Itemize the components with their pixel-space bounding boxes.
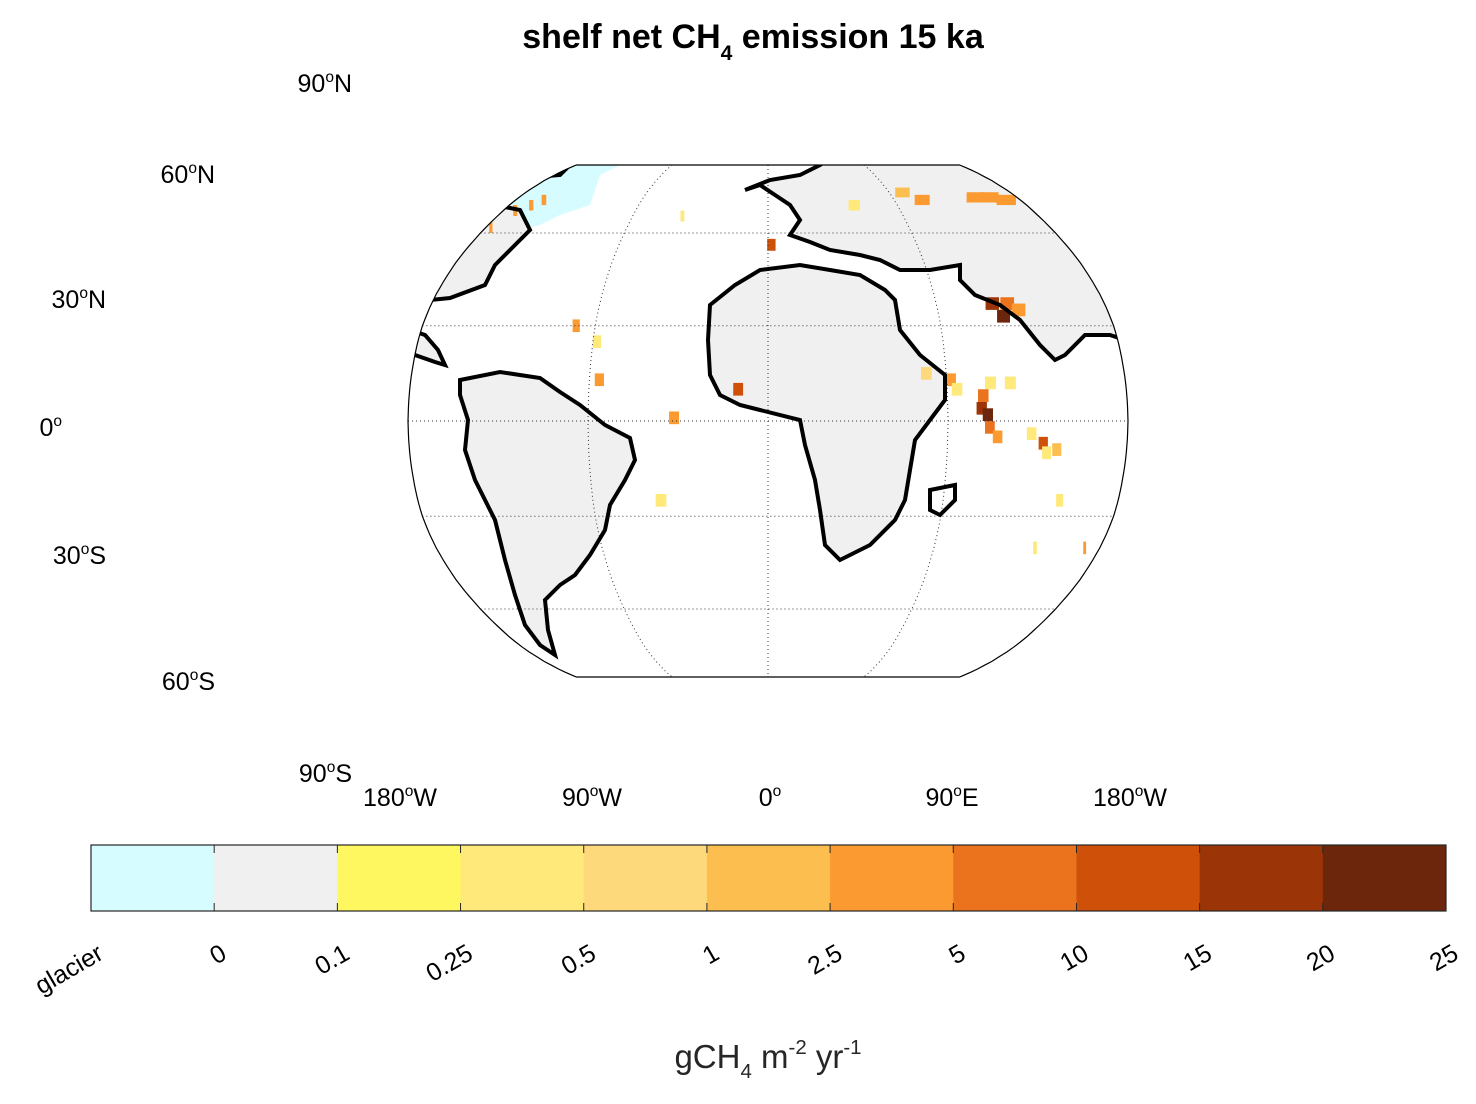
colorbar-tick-label: 0.5 — [557, 939, 601, 981]
emission-cell — [985, 376, 996, 390]
colorbar-swatch — [1322, 845, 1447, 911]
emission-cell — [669, 411, 680, 425]
new-guinea — [1265, 425, 1325, 460]
emission-cell — [1042, 446, 1052, 460]
map-area — [340, 90, 1335, 770]
colorbar-swatch — [830, 845, 954, 911]
lon-label: 90oE — [925, 783, 978, 812]
colorbar-tick-label: 25 — [1425, 939, 1463, 977]
emission-cell — [982, 408, 993, 421]
lat-label: 60oS — [162, 667, 215, 696]
lon-label: 180oW — [1093, 783, 1167, 812]
emission-cell — [895, 187, 910, 198]
glacier-ice-antarctica — [340, 700, 1220, 770]
colorbar-tick-labels: glacier 0 0.1 0.25 0.5 1 2.5 5 10 15 20 25 — [30, 939, 1463, 1000]
emission-cell — [945, 373, 956, 387]
emission-cell — [978, 389, 989, 402]
colorbar-tick-label: 5 — [944, 939, 970, 970]
emission-cell — [592, 335, 601, 348]
colorbar-frame — [90, 844, 1447, 912]
emission-cell — [1011, 303, 1026, 317]
colorbar-tick-label: 10 — [1055, 939, 1093, 977]
emission-cell — [655, 494, 667, 507]
longitude-labels: 180oW 90oW 0o 90oE 180oW — [363, 783, 1167, 812]
emission-cell — [848, 199, 860, 211]
colorbar-unit-label: gCH4 m-2 yr-1 — [674, 1036, 861, 1083]
emission-cell — [541, 194, 547, 206]
colorbar-tick-label: 1 — [698, 939, 724, 970]
colorbar-swatch — [1199, 845, 1324, 911]
emission-cell — [1026, 427, 1037, 441]
lat-label: 30oN — [52, 285, 107, 314]
colorbar-swatch — [1076, 845, 1201, 911]
graticule — [408, 165, 1128, 677]
australia — [1175, 470, 1335, 575]
colorbar-swatch — [706, 845, 831, 911]
emission-cell — [733, 382, 744, 396]
latitude-labels: 90oN 60oN 30oN 0o 30oS 60oS 90oS — [39, 69, 352, 788]
emission-cell — [980, 192, 999, 203]
colorbar-swatch — [953, 845, 1077, 911]
colorbar-swatch — [337, 845, 462, 911]
emission-cell — [914, 194, 930, 206]
coastlines — [408, 165, 1128, 660]
lon-label: 90oW — [562, 783, 622, 812]
colorbar-tick-label: 2.5 — [803, 939, 847, 981]
colorbar — [90, 844, 1447, 912]
colorbar-tick-label: 15 — [1179, 939, 1217, 977]
lon-label: 0o — [759, 783, 782, 812]
emission-cell — [1052, 443, 1062, 456]
lat-label: 0o — [39, 413, 62, 442]
africa — [708, 265, 945, 560]
emission-cell — [996, 194, 1016, 206]
emission-cell — [951, 382, 963, 396]
emission-cell — [1033, 541, 1037, 555]
emission-cell — [572, 319, 580, 333]
emission-cell — [1004, 376, 1016, 390]
colorbar-swatch — [91, 845, 215, 911]
colorbar-swatch — [583, 845, 708, 911]
emission-cell — [680, 210, 685, 222]
south-america — [460, 372, 635, 655]
emission-cell — [966, 192, 985, 203]
lat-label: 60oN — [161, 160, 216, 189]
lat-label: 30oS — [53, 541, 106, 570]
emission-cell — [1056, 494, 1064, 507]
map-title: shelf net CH4 emission 15 ka — [522, 18, 985, 65]
lat-label: 90oN — [298, 69, 353, 98]
colorbar-swatch — [214, 845, 338, 911]
emission-cell — [489, 221, 493, 233]
emission-cell — [992, 430, 1003, 444]
colorbar-tick-label: 0.25 — [421, 939, 477, 988]
emission-cell — [1083, 541, 1087, 555]
emission-cell — [1038, 436, 1048, 450]
emission-cell — [529, 199, 534, 211]
colorbar-swatch — [460, 845, 585, 911]
indonesia — [1160, 378, 1215, 430]
colorbar-tick-label: 0 — [205, 939, 231, 970]
colorbar-tick-label: 20 — [1302, 939, 1340, 977]
greenland — [560, 90, 728, 160]
colorbar-tick-label: 0.1 — [310, 939, 354, 981]
emission-cell — [976, 401, 987, 415]
emission-cell — [920, 367, 932, 380]
colorbar-tick-label: glacier — [30, 939, 108, 1000]
emission-cell — [985, 421, 995, 434]
lon-label: 180oW — [363, 783, 437, 812]
lat-label: 90oS — [299, 759, 352, 788]
emission-cell — [767, 238, 776, 251]
emission-cell — [997, 309, 1011, 323]
emission-cell — [594, 373, 604, 387]
map-frame — [407, 164, 1129, 678]
eurasia — [745, 165, 1128, 440]
